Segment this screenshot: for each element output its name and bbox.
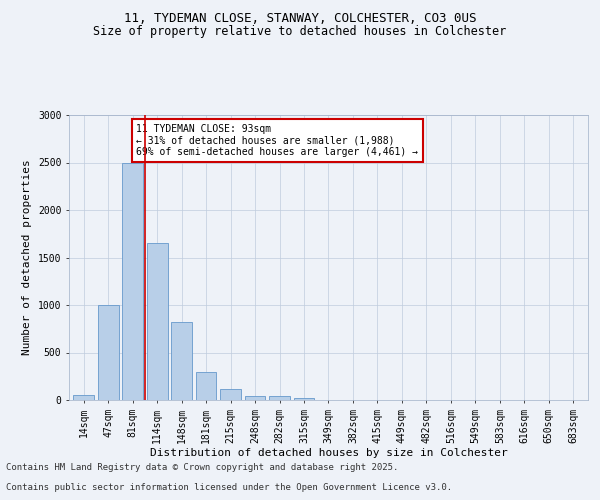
Bar: [293, 398, 314, 400]
Bar: [147, 244, 167, 400]
Text: 11, TYDEMAN CLOSE, STANWAY, COLCHESTER, CO3 0US: 11, TYDEMAN CLOSE, STANWAY, COLCHESTER, …: [124, 12, 476, 26]
Bar: [269, 396, 290, 400]
Bar: [98, 305, 119, 400]
Text: 11 TYDEMAN CLOSE: 93sqm
← 31% of detached houses are smaller (1,988)
69% of semi: 11 TYDEMAN CLOSE: 93sqm ← 31% of detache…: [136, 124, 418, 157]
Y-axis label: Number of detached properties: Number of detached properties: [22, 160, 32, 356]
Bar: [122, 162, 143, 400]
Text: Contains public sector information licensed under the Open Government Licence v3: Contains public sector information licen…: [6, 484, 452, 492]
Bar: [245, 396, 265, 400]
Bar: [73, 395, 94, 400]
Bar: [196, 372, 217, 400]
X-axis label: Distribution of detached houses by size in Colchester: Distribution of detached houses by size …: [149, 448, 508, 458]
Text: Contains HM Land Registry data © Crown copyright and database right 2025.: Contains HM Land Registry data © Crown c…: [6, 464, 398, 472]
Bar: [220, 388, 241, 400]
Text: Size of property relative to detached houses in Colchester: Size of property relative to detached ho…: [94, 25, 506, 38]
Bar: [171, 322, 192, 400]
